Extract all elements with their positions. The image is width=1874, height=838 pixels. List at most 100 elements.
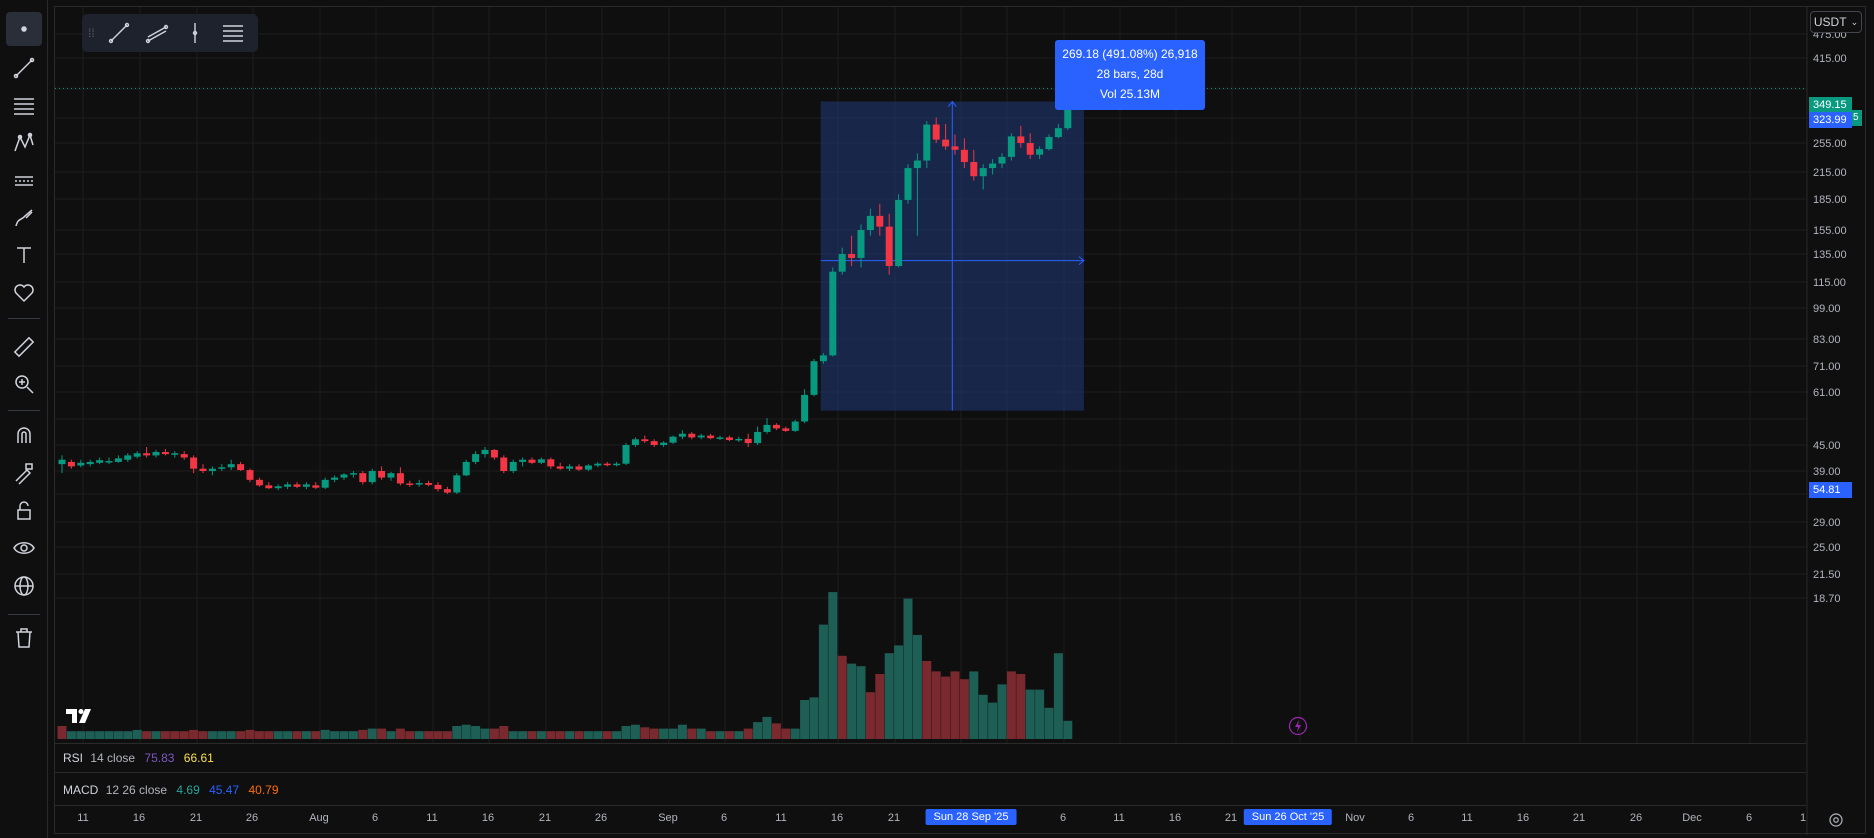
hide-drawings-button[interactable]	[6, 531, 42, 565]
candle-body[interactable]	[86, 461, 94, 465]
candle-body[interactable]	[312, 485, 320, 488]
candle-body[interactable]	[1007, 136, 1015, 157]
trend-line-tool-button[interactable]	[6, 51, 42, 85]
candle-body[interactable]	[744, 438, 752, 444]
candle-body[interactable]	[368, 471, 376, 483]
candle-body[interactable]	[735, 438, 743, 441]
candle-body[interactable]	[434, 484, 442, 490]
candle-body[interactable]	[180, 454, 188, 458]
candle-body[interactable]	[904, 168, 912, 200]
candle-body[interactable]	[453, 475, 461, 493]
candle-body[interactable]	[1054, 128, 1062, 138]
candle-body[interactable]	[641, 439, 649, 442]
candle-body[interactable]	[528, 459, 536, 463]
candle-body[interactable]	[425, 483, 433, 485]
vertical-line-tool-button[interactable]	[176, 17, 214, 49]
candle-body[interactable]	[302, 484, 310, 487]
currency-selector[interactable]: USDT ⌄	[1810, 11, 1862, 33]
candle-body[interactable]	[1017, 136, 1025, 143]
cursor-tool-button[interactable]	[6, 12, 42, 46]
fib-tool-button[interactable]	[6, 89, 42, 123]
candle-body[interactable]	[960, 149, 968, 163]
candle-body[interactable]	[124, 455, 132, 460]
macd-pane[interactable]: MACD 12 26 close 4.69 45.47 40.79	[55, 774, 1806, 806]
candle-body[interactable]	[519, 459, 527, 462]
time-axis[interactable]: 11 16 21 26 Aug 6 11 16 21 26 Sep 6 11 16 21 Sun 28 Sep…	[55, 808, 1867, 832]
settings-icon[interactable]	[1827, 811, 1845, 834]
candle-body[interactable]	[866, 215, 874, 230]
candle-body[interactable]	[594, 463, 602, 466]
candle-body[interactable]	[321, 479, 329, 488]
candle-body[interactable]	[998, 156, 1006, 164]
candle-body[interactable]	[942, 139, 950, 147]
candle-body[interactable]	[509, 461, 517, 471]
text-tool-button[interactable]	[6, 238, 42, 272]
candle-body[interactable]	[725, 437, 733, 441]
zoom-in-tool-button[interactable]	[6, 367, 42, 401]
grip-icon[interactable]: ⁞⁞	[88, 26, 95, 40]
lock-button[interactable]	[6, 494, 42, 528]
candle-body[interactable]	[1036, 149, 1044, 155]
candle-body[interactable]	[133, 453, 141, 457]
candle-body[interactable]	[603, 463, 611, 466]
candle-body[interactable]	[1026, 143, 1034, 155]
candle-body[interactable]	[415, 483, 423, 485]
candle-body[interactable]	[349, 473, 357, 475]
candle-body[interactable]	[716, 437, 724, 439]
candle-body[interactable]	[876, 215, 884, 227]
candle-body[interactable]	[697, 435, 705, 438]
candle-body[interactable]	[274, 486, 282, 489]
candle-body[interactable]	[763, 424, 771, 432]
candle-body[interactable]	[462, 461, 470, 476]
remove-drawings-button[interactable]	[6, 621, 42, 655]
candle-body[interactable]	[660, 442, 668, 445]
rsi-pane[interactable]: RSI 14 close 75.83 66.61	[55, 743, 1806, 773]
candle-body[interactable]	[378, 471, 386, 478]
candle-body[interactable]	[678, 433, 686, 437]
candle-body[interactable]	[575, 466, 583, 470]
candle-body[interactable]	[114, 458, 122, 462]
candle-body[interactable]	[801, 394, 809, 422]
candle-body[interactable]	[340, 474, 348, 478]
candle-body[interactable]	[613, 463, 621, 466]
candle-body[interactable]	[284, 484, 292, 487]
candle-body[interactable]	[500, 457, 508, 471]
candle-body[interactable]	[490, 449, 498, 458]
candle-body[interactable]	[650, 441, 658, 445]
candle-body[interactable]	[923, 124, 931, 161]
candle-body[interactable]	[67, 461, 75, 467]
candle-body[interactable]	[481, 449, 489, 455]
candle-body[interactable]	[190, 457, 198, 469]
candle-body[interactable]	[152, 451, 160, 456]
candle-body[interactable]	[688, 433, 696, 438]
candle-body[interactable]	[584, 465, 592, 470]
lock-drawings-button[interactable]	[6, 456, 42, 490]
candle-body[interactable]	[810, 361, 818, 395]
candle-body[interactable]	[932, 124, 940, 140]
tradingview-logo[interactable]	[66, 707, 96, 730]
favorites-tool-button[interactable]	[6, 276, 42, 310]
line-tool-button[interactable]	[100, 17, 138, 49]
candle-body[interactable]	[199, 468, 207, 471]
candle-body[interactable]	[218, 467, 226, 469]
candle-body[interactable]	[265, 485, 273, 489]
candle-body[interactable]	[472, 454, 480, 462]
candle-body[interactable]	[791, 421, 799, 431]
candle-body[interactable]	[387, 473, 395, 478]
candle-body[interactable]	[443, 489, 451, 493]
candle-body[interactable]	[255, 479, 263, 486]
candle-body[interactable]	[838, 254, 846, 272]
candle-body[interactable]	[754, 431, 762, 444]
candle-body[interactable]	[631, 439, 639, 445]
candle-body[interactable]	[819, 355, 827, 362]
candle-body[interactable]	[161, 451, 169, 455]
candle-body[interactable]	[406, 483, 414, 485]
chart-area[interactable]: 475.00415.00295.00255.00215.00185.00155.…	[54, 6, 1866, 835]
candle-body[interactable]	[58, 459, 66, 465]
candle-body[interactable]	[707, 435, 715, 439]
ruler-tool-button[interactable]	[6, 330, 42, 364]
candle-body[interactable]	[848, 254, 856, 258]
candle-body[interactable]	[669, 436, 677, 443]
candle-body[interactable]	[143, 453, 151, 456]
lightning-icon[interactable]	[1288, 716, 1308, 741]
